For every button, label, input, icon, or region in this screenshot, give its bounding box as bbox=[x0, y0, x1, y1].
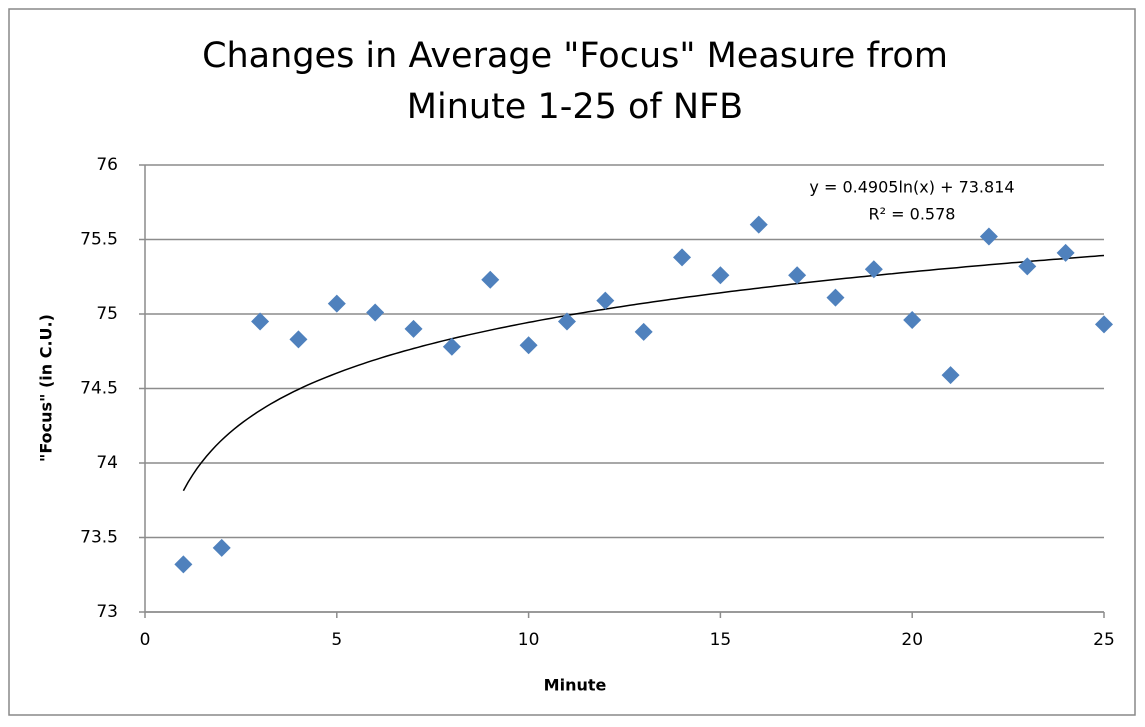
data-point bbox=[174, 555, 193, 574]
data-point bbox=[251, 312, 270, 331]
data-point bbox=[826, 288, 845, 307]
y-tick-label: 74.5 bbox=[80, 379, 118, 399]
data-point bbox=[519, 336, 538, 355]
x-tick-label: 5 bbox=[331, 630, 342, 650]
data-point bbox=[1056, 243, 1075, 262]
chart-title: Changes in Average "Focus" Measure from bbox=[202, 36, 948, 76]
data-point bbox=[979, 227, 998, 246]
trendline-r2: R² = 0.578 bbox=[869, 205, 956, 224]
x-tick-label: 15 bbox=[710, 630, 732, 650]
x-tick-label: 10 bbox=[518, 630, 540, 650]
data-point bbox=[634, 322, 653, 341]
y-tick-label: 75.5 bbox=[80, 230, 118, 250]
y-tick-label: 74 bbox=[96, 453, 118, 473]
trendline bbox=[182, 254, 1105, 492]
data-point bbox=[404, 319, 423, 338]
data-point bbox=[941, 366, 960, 385]
x-tick-label: 20 bbox=[901, 630, 923, 650]
data-point bbox=[366, 303, 385, 322]
data-point bbox=[557, 312, 576, 331]
x-tick-label: 25 bbox=[1093, 630, 1115, 650]
data-point bbox=[788, 266, 807, 285]
data-point bbox=[212, 538, 231, 557]
data-point bbox=[711, 266, 730, 285]
data-point bbox=[749, 215, 768, 234]
data-point bbox=[327, 294, 346, 313]
data-point bbox=[673, 248, 692, 267]
x-axis-label: Minute bbox=[544, 676, 607, 695]
trendline-equation: y = 0.4905ln(x) + 73.814 bbox=[809, 178, 1014, 197]
y-tick-label: 76 bbox=[96, 155, 118, 175]
data-point bbox=[903, 310, 922, 329]
data-point bbox=[1095, 315, 1113, 334]
chart-title: Minute 1-25 of NFB bbox=[407, 87, 743, 127]
y-tick-label: 73.5 bbox=[80, 528, 118, 548]
y-tick-label: 75 bbox=[96, 304, 118, 324]
data-point bbox=[289, 330, 308, 349]
data-point bbox=[481, 270, 500, 289]
x-tick-label: 0 bbox=[140, 630, 151, 650]
data-point bbox=[442, 337, 461, 356]
data-point bbox=[596, 291, 615, 310]
y-axis-label: "Focus" (in C.U.) bbox=[37, 314, 56, 462]
data-point bbox=[1018, 257, 1037, 276]
y-tick-label: 73 bbox=[96, 602, 118, 622]
chart-frame bbox=[8, 8, 1136, 716]
data-point bbox=[864, 260, 883, 279]
